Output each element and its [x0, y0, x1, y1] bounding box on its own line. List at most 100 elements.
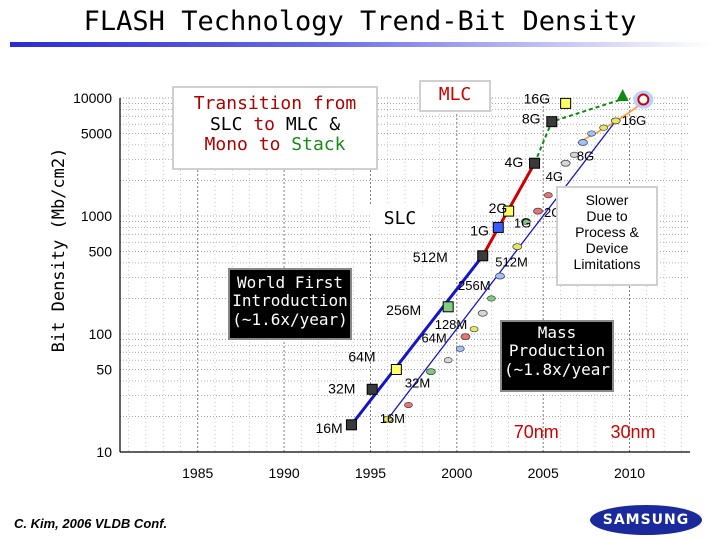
citation: C. Kim, 2006 VLDB Conf.	[14, 516, 168, 531]
intro-marker	[560, 97, 572, 109]
mass-marker-minor	[469, 326, 479, 333]
mass-marker	[610, 117, 621, 125]
mass-marker-minor	[455, 345, 465, 352]
mass-line: (~1.8x/year	[504, 359, 610, 379]
x-tick-label: 1985	[182, 465, 213, 481]
mass-point-label: 4G	[546, 169, 563, 184]
intro-point-label: 4G	[505, 154, 524, 170]
transition-text: Mono to Stack	[204, 134, 346, 156]
intro-marker	[503, 205, 515, 217]
slower-line: Slower	[585, 192, 629, 208]
mass-marker-minor	[404, 401, 413, 409]
mass-marker	[382, 415, 393, 423]
x-tick-label: 1995	[355, 465, 386, 481]
x-tick-label: 1990	[269, 465, 300, 481]
intro-marker	[492, 221, 504, 233]
samsung-logo: SAMSUNG	[590, 505, 702, 535]
slower-line: Process &	[575, 224, 639, 241]
mass-marker-minor	[544, 192, 553, 199]
slower-line: Due to	[586, 208, 628, 225]
x-tick-label: 2010	[614, 465, 645, 481]
intro-marker	[366, 383, 378, 395]
mass-point-label: 128M	[435, 317, 468, 332]
process-node-label: 30nm	[610, 422, 655, 442]
x-tick-label: 2000	[441, 465, 472, 481]
mass-marker-minor	[487, 295, 496, 302]
y-tick-label: 100	[89, 326, 113, 342]
slower-line: Device	[585, 240, 629, 257]
y-tick-label: 500	[89, 244, 113, 260]
mass-marker	[521, 217, 531, 225]
mass-point-label: 8G	[577, 148, 594, 163]
intro-point-label: 512M	[413, 249, 448, 265]
intro-marker	[345, 419, 357, 431]
mass-marker	[560, 159, 571, 167]
intro-marker	[546, 116, 558, 128]
title-underline	[10, 42, 710, 47]
first-intro-line: World First	[237, 273, 343, 292]
transition-word: SLC	[209, 113, 243, 135]
mass-marker-minor	[587, 130, 596, 137]
transition-text: Transition from	[194, 93, 357, 114]
slc-label: SLC	[370, 204, 430, 234]
first-introduction-annotation: World First Introduction (~1.6x/year)	[228, 268, 352, 340]
mass-point-label: 32M	[405, 376, 430, 391]
slc-trend-line	[350, 254, 484, 426]
future-trend-arrow	[616, 89, 629, 102]
transition-word: Mono	[204, 134, 248, 156]
x-tick-label: 2005	[528, 465, 559, 481]
mass-marker	[533, 207, 543, 215]
intro-point-label: 64M	[348, 349, 375, 365]
intro-marker	[442, 301, 454, 313]
y-axis-label: Bit Density (Mb/cm2)	[49, 148, 69, 353]
intro-point-label: 2G	[489, 200, 508, 216]
axes: 10 50 100 500 1000 5000 10000 1985 1990 1995 2000 2…	[73, 90, 690, 481]
first-intro-line: (~1.6x/year)	[232, 309, 348, 329]
mass-point-label: 256M	[458, 278, 491, 293]
intro-point-label: 16M	[315, 420, 342, 436]
projection-marker	[637, 93, 650, 106]
intro-marker	[529, 157, 541, 169]
transition-word: MLC &	[285, 113, 341, 135]
mass-point-label: 1G	[514, 215, 531, 230]
transition-line-2: SLC to MLC &	[174, 114, 376, 136]
intro-point-label: 8G	[522, 111, 541, 127]
mlc-label: MLC	[419, 80, 491, 112]
mass-marker-minor	[599, 124, 608, 131]
mass-point-label: 16M	[380, 411, 405, 426]
intro-point-label: 256M	[386, 302, 421, 318]
mass-point-label: 64M	[421, 331, 446, 346]
mass-point-label: 512M	[495, 255, 528, 270]
transition-word: Transition from	[193, 93, 357, 114]
y-tick-label: 5000	[81, 126, 112, 142]
transition-line-1: Transition from	[174, 93, 376, 115]
mass-marker	[477, 309, 488, 317]
first-intro-line: Introduction	[232, 291, 348, 311]
transition-word: to	[247, 134, 292, 156]
chart-title: FLASH Technology Trend-Bit Density	[83, 6, 637, 37]
y-tick-label: 10000	[73, 90, 112, 106]
point-labels: 16M32M64M256M512M1G2G4G8G16G16M32M64M128…	[315, 90, 655, 442]
mass-marker	[578, 139, 588, 146]
mass-production-annotation: Mass Production (~1.8x/year	[500, 320, 614, 392]
process-node-label: 70nm	[514, 422, 559, 442]
mass-marker	[460, 333, 471, 341]
intro-point-label: 32M	[328, 380, 355, 396]
y-tick-label: 10	[96, 444, 112, 460]
mass-marker	[512, 243, 523, 251]
mass-point-label: 16G	[622, 113, 647, 128]
transition-annotation: Transition from SLC to MLC & Mono to Sta…	[172, 86, 378, 170]
transition-word: to	[242, 113, 286, 135]
transition-word: Stack	[291, 134, 346, 156]
y-tick-label: 1000	[81, 208, 112, 224]
mass-marker-minor	[443, 357, 453, 364]
mass-marker	[495, 272, 505, 280]
transition-text: SLC to MLC &	[210, 114, 340, 135]
intro-point-label: 1G	[470, 222, 489, 238]
data-marks	[345, 90, 654, 431]
slower-annotation: Slower Due to Process & Device Limitatio…	[556, 186, 658, 286]
mass-production-trend-line	[387, 120, 617, 420]
y-tick-label: 50	[96, 362, 112, 378]
mass-line: Production	[508, 341, 606, 361]
intro-point-label: 16G	[524, 90, 550, 106]
